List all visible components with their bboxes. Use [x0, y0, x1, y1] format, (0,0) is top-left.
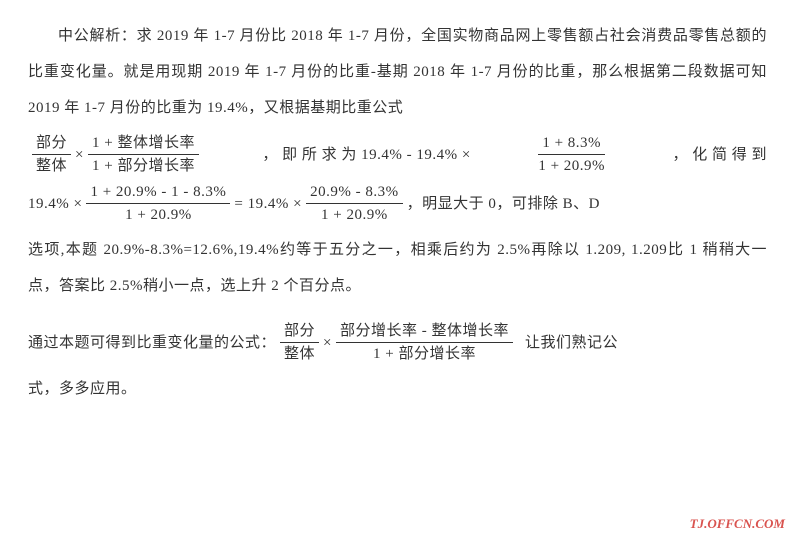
formula-lead: 19.4% ×	[28, 189, 82, 219]
fraction-conclusion-b: 部分增长率 - 整体增长率 1 + 部分增长率	[336, 322, 513, 363]
frac-num: 1 + 整体增长率	[88, 134, 199, 155]
conclusion-row: 通过本题可得到比重变化量的公式： 部分 整体 × 部分增长率 - 整体增长率 1…	[28, 322, 767, 363]
frac-num: 部分	[280, 322, 319, 343]
fraction-conclusion-a: 部分 整体	[280, 322, 319, 363]
frac-num: 部分增长率 - 整体增长率	[336, 322, 513, 343]
frac-den: 整体	[280, 343, 319, 363]
formula-mid-text: ， 即 所 求 为 19.4% - 19.4% ×	[262, 140, 470, 170]
document-body: 中公解析：求 2019 年 1-7 月份比 2018 年 1-7 月份，全国实物…	[0, 0, 795, 417]
frac-den: 整体	[32, 155, 71, 175]
frac-num: 1 + 8.3%	[538, 134, 605, 155]
fraction-simplify-b: 20.9% - 8.3% 1 + 20.9%	[306, 183, 403, 224]
frac-num: 1 + 20.9% - 1 - 8.3%	[86, 183, 230, 204]
times-sign: ×	[75, 140, 84, 170]
fraction-numeric-1: 1 + 8.3% 1 + 20.9%	[534, 134, 609, 175]
conclusion-lead: 通过本题可得到比重变化量的公式：	[28, 328, 276, 358]
equals: = 19.4% ×	[234, 189, 302, 219]
frac-den: 1 + 20.9%	[121, 204, 196, 224]
frac-den: 1 + 部分增长率	[88, 155, 199, 175]
frac-num: 部分	[32, 134, 71, 155]
frac-den: 1 + 20.9%	[534, 155, 609, 175]
conclusion-tail-2: 式，多多应用。	[28, 371, 767, 407]
frac-den: 1 + 部分增长率	[369, 343, 480, 363]
paragraph-1: 中公解析：求 2019 年 1-7 月份比 2018 年 1-7 月份，全国实物…	[28, 18, 767, 126]
times-sign: ×	[323, 328, 332, 358]
fraction-part-whole: 部分 整体	[32, 134, 71, 175]
paragraph-tail: 选项,本题 20.9%-8.3%=12.6%,19.4%约等于五分之一，相乘后约…	[28, 232, 767, 304]
frac-den: 1 + 20.9%	[317, 204, 392, 224]
fraction-simplify-a: 1 + 20.9% - 1 - 8.3% 1 + 20.9%	[86, 183, 230, 224]
frac-num: 20.9% - 8.3%	[306, 183, 403, 204]
watermark: TJ.OFFCN.COM	[690, 516, 785, 532]
formula-2-tail: ，明显大于 0，可排除 B、D	[407, 189, 600, 219]
formula-row-1: 部分 整体 × 1 + 整体增长率 1 + 部分增长率 ， 即 所 求 为 19…	[28, 134, 767, 175]
conclusion-tail-inline: 让我们熟记公	[525, 328, 618, 358]
formula-tail-text: ， 化 简 得 到	[672, 140, 767, 170]
formula-row-2: 19.4% × 1 + 20.9% - 1 - 8.3% 1 + 20.9% =…	[28, 183, 767, 224]
fraction-growth: 1 + 整体增长率 1 + 部分增长率	[88, 134, 199, 175]
